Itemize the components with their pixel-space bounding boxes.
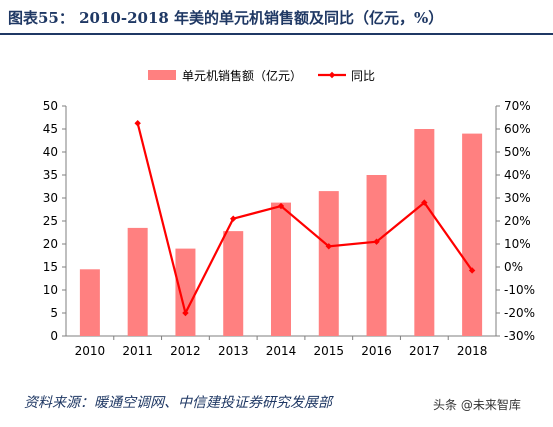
legend-line-marker	[328, 71, 336, 79]
x-tick-label: 2016	[361, 344, 392, 358]
yoy-line	[134, 120, 476, 317]
bars	[79, 129, 483, 336]
left-tick-label: 35	[43, 168, 58, 182]
bar-2017	[414, 129, 435, 336]
source-note: 资料来源：暖通空调网、中信建投证券研究发展部	[24, 395, 332, 411]
left-tick-label: 5	[50, 306, 58, 320]
left-tick-label: 15	[43, 260, 58, 274]
x-tick-label: 2010	[75, 344, 106, 358]
right-tick-label: 0%	[504, 260, 523, 274]
left-tick-label: 30	[43, 191, 58, 205]
yoy-point-2012	[182, 309, 189, 317]
header: 图表55： 2010-2018 年美的单元机销售额及同比（亿元，%）	[0, 0, 553, 35]
x-tick-label: 2014	[266, 344, 297, 358]
x-tick-label: 2011	[122, 344, 153, 358]
yoy-point-2018	[468, 267, 476, 274]
watermark: 头条 @未来智库	[433, 398, 521, 412]
left-tick-label: 20	[43, 237, 58, 251]
legend: 单元机销售额（亿元） 同比	[148, 68, 375, 83]
right-tick-label: -20%	[504, 306, 535, 320]
right-tick-label: -30%	[504, 329, 535, 343]
right-tick-label: 10%	[504, 237, 531, 251]
yoy-point-2014	[277, 202, 285, 210]
legend-bar-label: 单元机销售额（亿元）	[182, 68, 302, 83]
x-tick-label: 2018	[457, 344, 488, 358]
yoy-point-2015	[325, 243, 332, 250]
legend-bar-swatch	[148, 70, 176, 80]
yoy-point-2017	[421, 199, 428, 206]
yoy-point-2011	[134, 120, 141, 127]
chart: 单元机销售额（亿元） 同比 0 5 10 15 20 25 30 35 40 45 50 -30% -20…	[43, 68, 535, 358]
left-tick-label: 40	[43, 145, 58, 159]
left-tick-label: 10	[43, 283, 58, 297]
left-tick-label: 0	[50, 329, 58, 343]
bar-2013	[223, 231, 244, 336]
bar-2011	[127, 227, 148, 336]
left-tick-label: 25	[43, 214, 58, 228]
left-tick-label: 45	[43, 122, 58, 136]
right-tick-label: 40%	[504, 168, 531, 182]
right-tick-label: 50%	[504, 145, 531, 159]
bar-2015	[318, 191, 339, 336]
right-tick-label: 30%	[504, 191, 531, 205]
yoy-line-path	[136, 122, 474, 317]
title-underline	[0, 33, 553, 35]
bar-2018	[462, 133, 483, 336]
x-tick-label: 2012	[170, 344, 201, 358]
right-tick-label: -10%	[504, 283, 535, 297]
legend-line-label: 同比	[351, 69, 375, 83]
bar-2016	[366, 175, 387, 336]
bar-2012	[175, 248, 196, 336]
right-tick-label: 60%	[504, 122, 531, 136]
x-tick-label: 2013	[218, 344, 249, 358]
yoy-point-2013	[230, 215, 237, 222]
left-tick-label: 50	[43, 99, 58, 113]
bar-2014	[271, 202, 291, 336]
x-tick-label: 2017	[409, 344, 440, 358]
axes: 0 5 10 15 20 25 30 35 40 45 50 -30% -20% -10% 0% 10% 20%…	[43, 99, 535, 358]
yoy-point-2016	[373, 238, 380, 245]
right-tick-label: 70%	[504, 99, 531, 113]
right-tick-label: 20%	[504, 214, 531, 228]
bar-2010	[79, 269, 100, 336]
x-tick-label: 2015	[314, 344, 345, 358]
chart-title: 图表55： 2010-2018 年美的单元机销售额及同比（亿元，%）	[8, 9, 444, 27]
